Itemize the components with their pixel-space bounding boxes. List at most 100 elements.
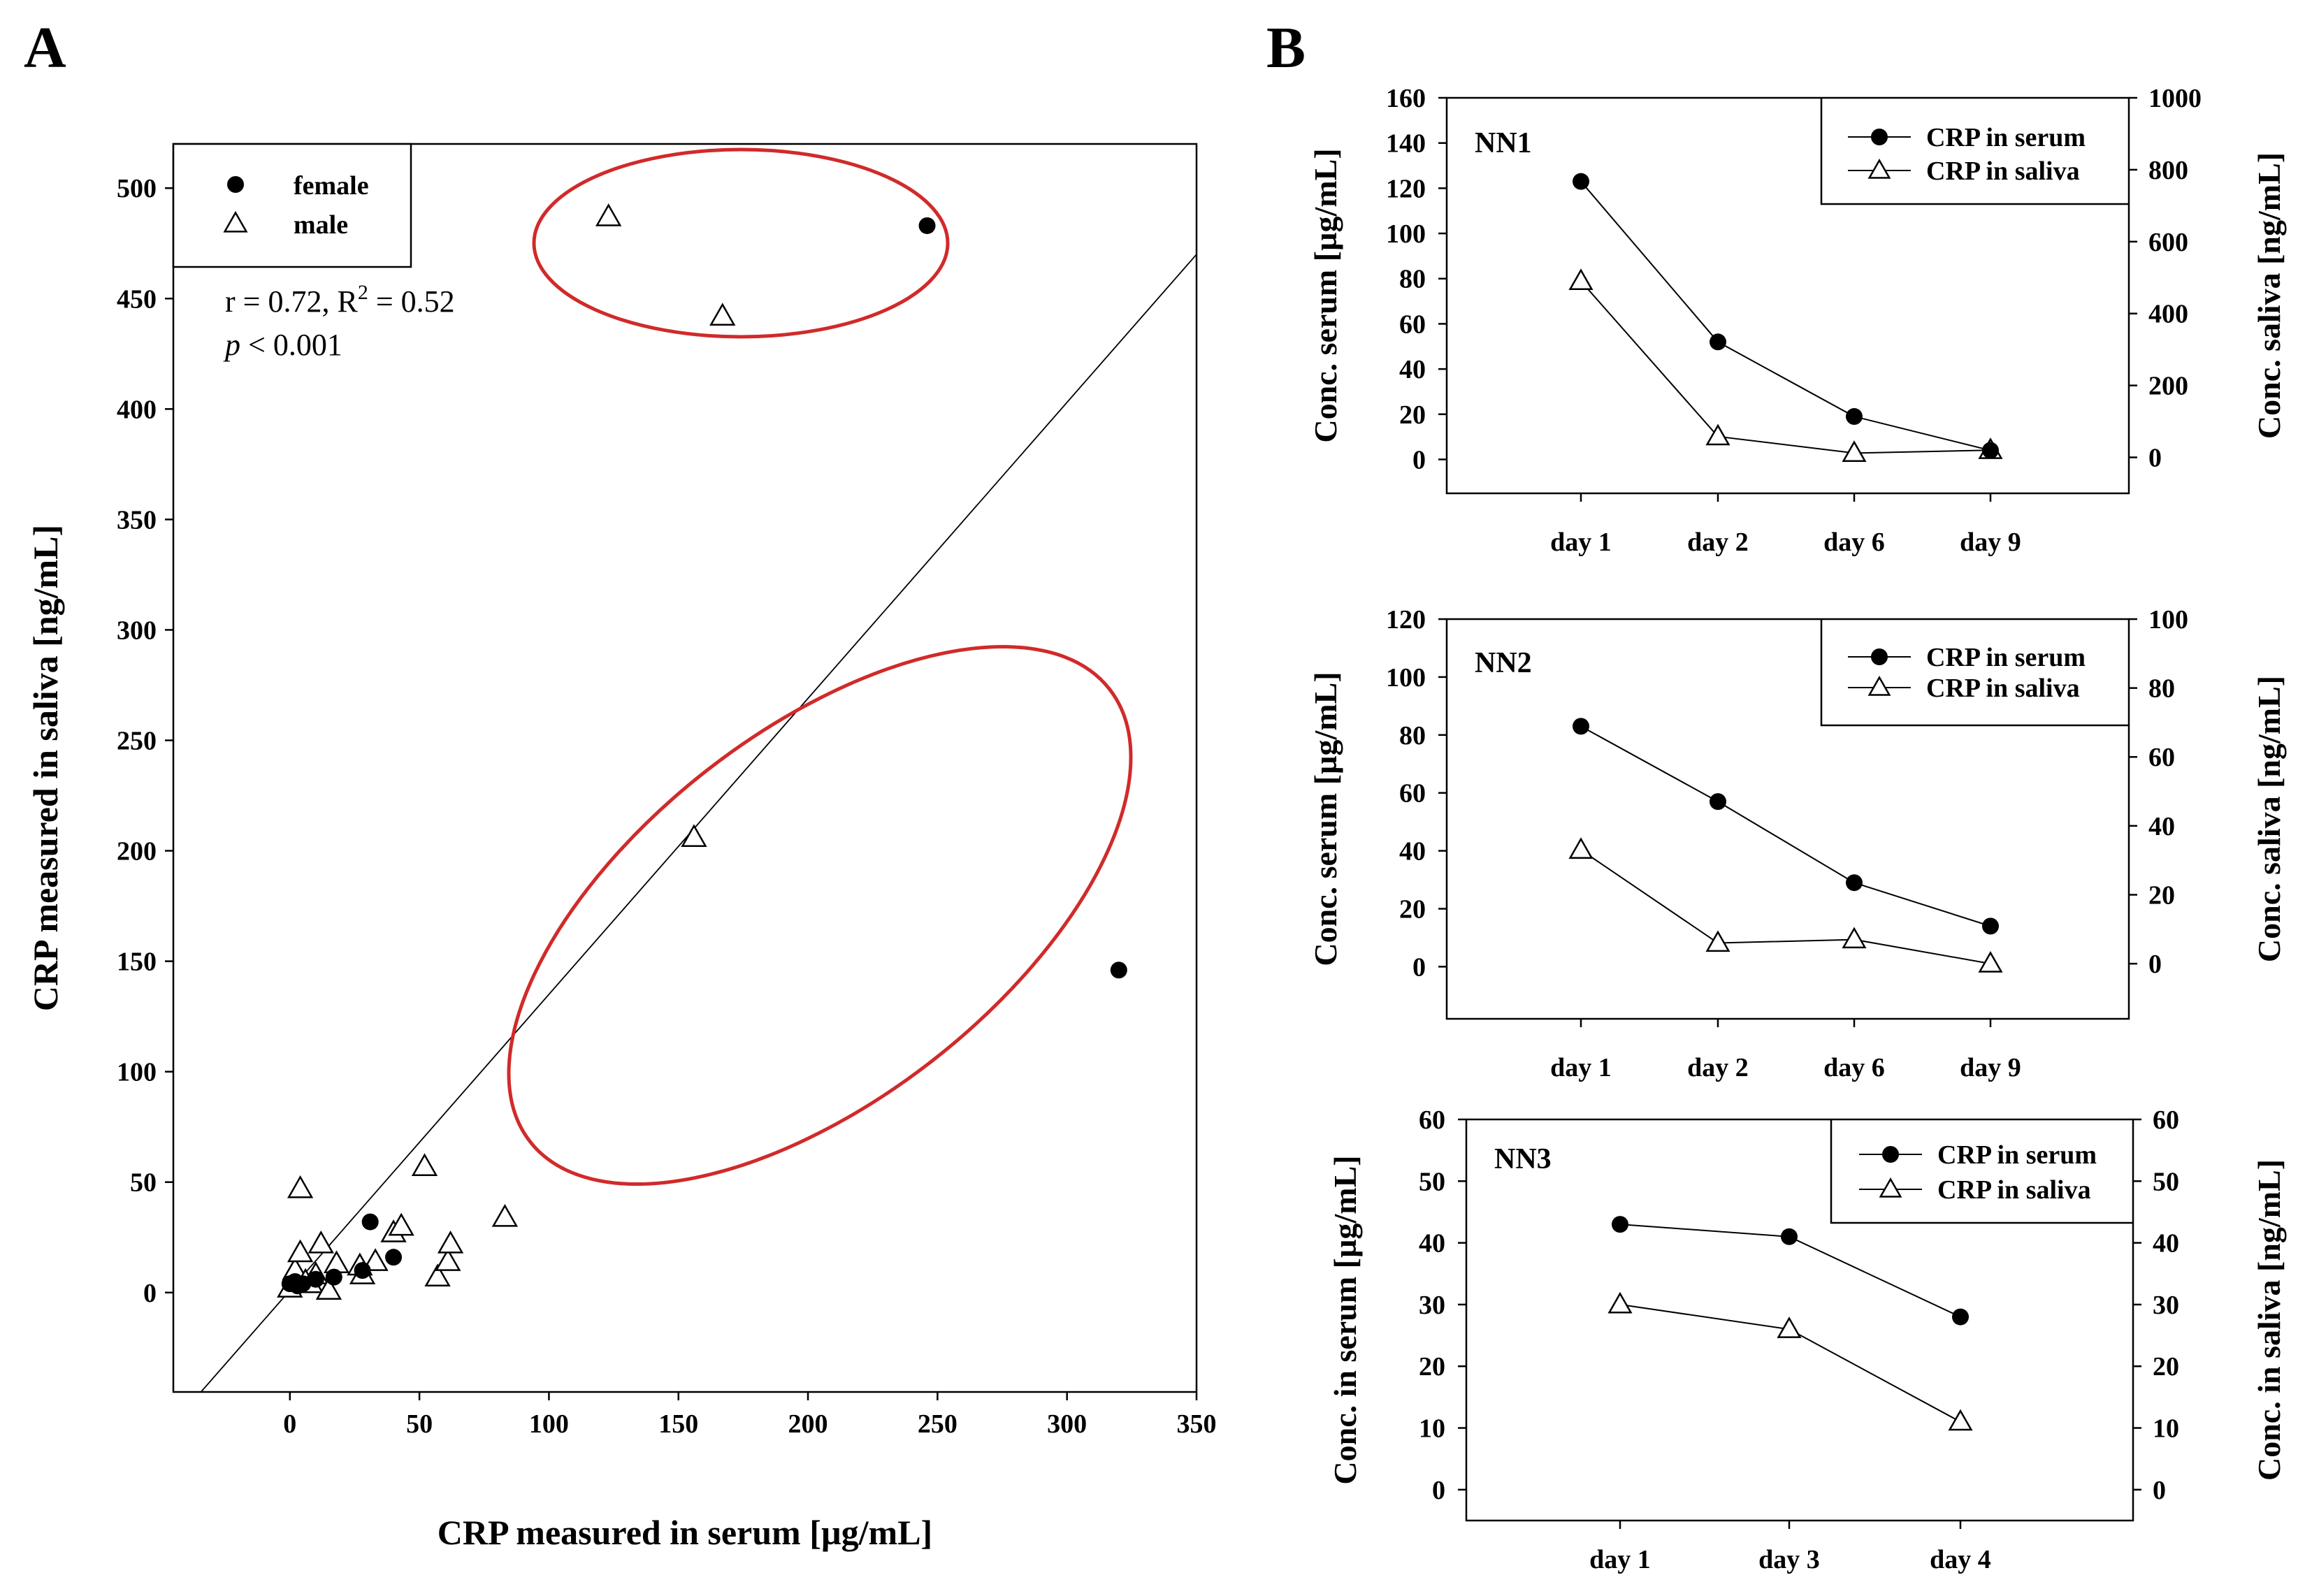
legend-female-marker: [227, 176, 244, 193]
x-tick-label: 200: [788, 1409, 828, 1439]
x-tick-label: 300: [1047, 1409, 1087, 1439]
category-label: day 1: [1550, 1053, 1612, 1082]
saliva-point: [1777, 1316, 1802, 1338]
left-tick-label: 20: [1399, 400, 1426, 430]
saliva-point: [1842, 440, 1867, 462]
y-tick-label: 0: [143, 1279, 157, 1308]
panel-a-scatter: 0 50 100 150 200 250 300 350 0 50 100 150 200 250 300 3…: [26, 143, 1217, 1552]
male-point: [709, 303, 736, 326]
serum-point: [1952, 1308, 1969, 1326]
left-tick-label: 0: [1432, 1476, 1445, 1505]
subplot-title: NN2: [1475, 647, 1532, 679]
subplot-title: NN1: [1475, 127, 1532, 159]
category-label: day 9: [1960, 1053, 2021, 1082]
y-tick-label: 300: [117, 616, 157, 645]
legend-serum-marker: [1871, 129, 1888, 145]
saliva-point: [1978, 950, 2003, 973]
left-tick-label: 10: [1419, 1414, 1445, 1444]
legend-box: [1830, 1119, 2133, 1224]
right-tick-label: 0: [2148, 444, 2162, 473]
legend-serum-label: CRP in serum: [1926, 643, 2086, 672]
right-tick-label: 1000: [2148, 84, 2202, 113]
serum-point: [1573, 718, 1589, 735]
panel-label-b: B: [1266, 15, 1306, 80]
serum-point: [1710, 333, 1726, 351]
saliva-series-line: [1580, 280, 1991, 454]
legend-box: [172, 143, 412, 268]
legend-saliva-marker: [1879, 1177, 1902, 1198]
right-tick-label: 20: [2153, 1352, 2179, 1381]
stat-p-text: p < 0.001: [223, 328, 342, 362]
left-tick-label: 20: [1419, 1352, 1445, 1381]
right-tick-label: 0: [2148, 950, 2162, 979]
left-tick-label: 0: [1412, 952, 1426, 982]
y-tick-label: 150: [117, 948, 157, 977]
male-point: [424, 1263, 451, 1287]
subplot-title: NN3: [1494, 1143, 1552, 1175]
plot-frame: [1445, 96, 2130, 495]
left-tick-label: 40: [1419, 1229, 1445, 1258]
serum-point: [1573, 173, 1589, 190]
stat-r2-superscript: 2: [358, 281, 368, 304]
left-tick-label: 60: [1419, 1105, 1445, 1135]
legend-serum-label: CRP in serum: [1937, 1140, 2097, 1170]
male-point: [287, 1239, 314, 1263]
right-tick-label: 60: [2148, 743, 2175, 772]
plot-frame: [1445, 618, 2130, 1020]
left-tick-label: 60: [1399, 310, 1426, 339]
female-point: [361, 1213, 379, 1231]
category-label: day 4: [1930, 1545, 1991, 1574]
left-tick-label: 160: [1386, 84, 1426, 113]
left-tick-label: 80: [1399, 721, 1426, 750]
category-label: day 9: [1960, 528, 2021, 557]
y-tick-label: 350: [117, 505, 157, 535]
right-axis-label: Conc. saliva [ng/mL]: [2251, 676, 2287, 962]
category-label: day 1: [1550, 528, 1612, 557]
y-tick-label: 200: [117, 837, 157, 866]
female-point: [294, 1275, 312, 1293]
x-tick-label: 250: [918, 1409, 957, 1439]
panel-b-line-charts: 02040608010012014016002004006008001000da…: [1308, 84, 2287, 1574]
left-tick-label: 40: [1399, 837, 1426, 866]
saliva-point: [1705, 423, 1730, 446]
right-tick-label: 80: [2148, 674, 2175, 704]
left-tick-label: 30: [1419, 1291, 1445, 1320]
saliva-point: [1705, 930, 1730, 952]
x-tick-label: 350: [1177, 1409, 1217, 1439]
serum-point: [1982, 917, 1999, 935]
y-tick-label: 50: [130, 1168, 157, 1198]
female-point: [354, 1262, 371, 1279]
left-tick-label: 40: [1399, 355, 1426, 384]
left-tick-label: 120: [1386, 605, 1426, 634]
regression-line: [200, 254, 1197, 1392]
right-axis-label: Conc. saliva [ng/mL]: [2251, 152, 2287, 439]
highlight-ellipse-top: [532, 147, 950, 339]
y-tick-label: 400: [117, 395, 157, 424]
saliva-point: [1607, 1291, 1633, 1314]
legend-saliva-label: CRP in saliva: [1926, 157, 2080, 186]
female-point: [918, 217, 936, 234]
panel-label-a: A: [24, 15, 66, 80]
x-tick-label: 100: [529, 1409, 569, 1439]
saliva-point: [1568, 268, 1594, 291]
male-point: [315, 1277, 342, 1300]
male-point: [681, 824, 707, 847]
male-point: [491, 1204, 519, 1227]
female-point: [385, 1249, 403, 1266]
right-tick-label: 400: [2148, 300, 2188, 329]
right-tick-label: 50: [2153, 1167, 2179, 1196]
left-tick-label: 100: [1386, 663, 1426, 692]
legend-serum-label: CRP in serum: [1926, 123, 2086, 152]
y-axis-label: CRP measured in saliva [ng/mL]: [26, 525, 65, 1011]
serum-point: [1982, 442, 1999, 459]
male-point: [362, 1248, 389, 1271]
highlight-ellipse-bottom: [507, 645, 1133, 1186]
legend-serum-marker: [1882, 1146, 1899, 1163]
serum-point: [1710, 793, 1726, 811]
right-tick-label: 600: [2148, 228, 2188, 257]
stat-p-value: < 0.001: [240, 328, 342, 362]
category-label: day 3: [1758, 1545, 1820, 1574]
plot-frame: [172, 143, 1198, 1393]
left-axis-label: Conc. in serum [µg/mL]: [1327, 1155, 1363, 1484]
